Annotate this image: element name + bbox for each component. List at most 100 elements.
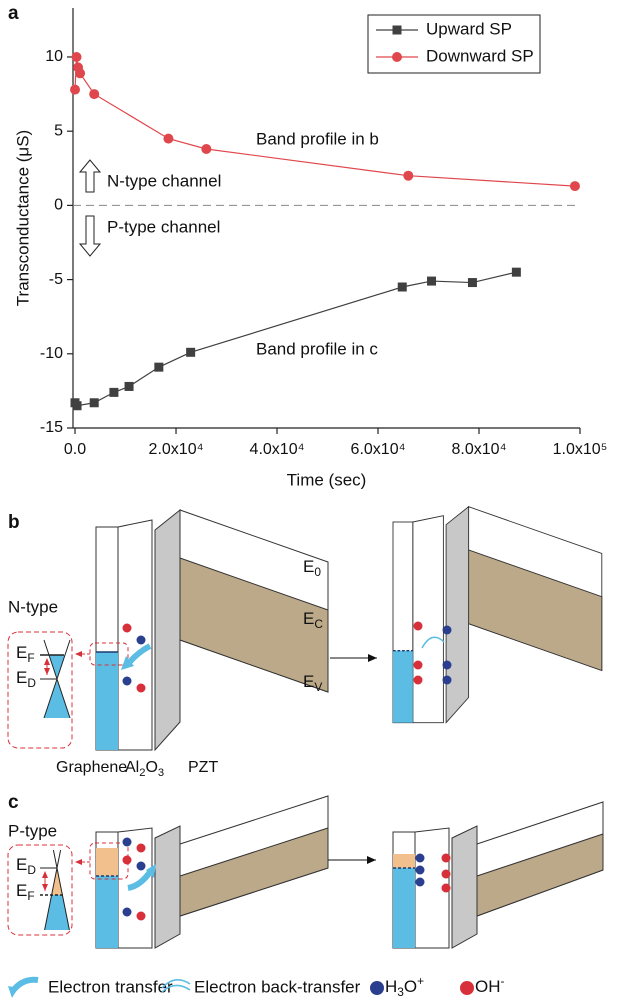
h3o-ion: [136, 861, 146, 871]
y-axis-label: Transconductance (μS): [13, 130, 32, 306]
text-part: E: [16, 643, 27, 662]
h3o-ion: [442, 625, 452, 635]
legend-label: OH-: [475, 974, 505, 996]
annotation: N-type channel: [107, 171, 221, 190]
dirac-label: ED: [16, 855, 36, 877]
panel-label: b: [8, 512, 20, 533]
h3o-ion: [122, 676, 132, 686]
text-part: E: [16, 855, 27, 874]
oh-ion: [122, 623, 132, 633]
x-tick-label: 1.0x10⁵: [553, 441, 608, 458]
marker: [70, 84, 81, 95]
back-transfer-icon: [161, 979, 191, 989]
arrow-up: [78, 159, 102, 193]
doping-label: N-type: [8, 597, 58, 616]
marker: [124, 381, 134, 391]
text-part: 3: [397, 985, 404, 999]
text-part: 3: [158, 767, 164, 779]
back-transfer-arrow: [421, 636, 445, 649]
text-part: F: [27, 889, 34, 903]
legend-label: Downward SP: [426, 46, 534, 65]
h3o-ion: [122, 907, 132, 917]
oh-ion: [136, 843, 146, 853]
marker: [397, 282, 407, 292]
marker: [467, 278, 477, 288]
legend-label: Electron transfer: [48, 977, 173, 996]
annotation: Band profile in c: [256, 339, 378, 358]
text-part: Al: [125, 759, 139, 776]
text-part: -: [501, 974, 505, 988]
layer-label: Graphene: [56, 759, 127, 776]
text-part: 0: [314, 565, 321, 579]
text-part: E: [303, 557, 314, 576]
cone-fill: [44, 679, 70, 718]
zoom-box: [89, 842, 129, 880]
cone-fill: [44, 895, 70, 930]
band-diagram: [392, 801, 604, 949]
text-part: C: [314, 617, 323, 631]
y-tick-label: 10: [45, 48, 63, 65]
marker: [201, 143, 212, 154]
oh-ion: [413, 660, 423, 670]
h3o-icon: [370, 981, 384, 995]
marker: [511, 267, 521, 277]
y-tick-label: -15: [40, 419, 63, 436]
cone: [44, 849, 62, 931]
text-part: E: [16, 668, 27, 687]
annotation: P-type channel: [107, 217, 220, 236]
marker: [154, 362, 164, 372]
band-label: EV: [303, 672, 322, 694]
arrow-down: [78, 215, 102, 257]
text-part: E: [303, 672, 314, 691]
text-part: D: [27, 676, 36, 690]
text-part: 2: [139, 767, 145, 779]
legend-label: Upward SP: [426, 19, 512, 38]
zoom-box: [89, 642, 129, 666]
h3o-ion: [442, 675, 452, 685]
marker: [427, 276, 437, 286]
panel-label: c: [8, 792, 19, 813]
transfer-arrow: [146, 864, 156, 878]
oh-ion: [441, 853, 451, 863]
marker: [163, 133, 174, 144]
marker: [186, 347, 196, 357]
h3o-ion: [136, 635, 146, 645]
marker: [89, 89, 100, 100]
h3o-ion: [415, 865, 425, 875]
x-tick-label: 0.0: [64, 441, 86, 458]
oh-ion: [136, 911, 146, 921]
oh-ion: [413, 675, 423, 685]
diagram-legend: Electron transfer Electron back-transfer…: [8, 974, 505, 999]
marker: [403, 170, 414, 181]
text-part: PZT: [188, 759, 218, 776]
marker: [71, 51, 82, 62]
fermi-label: EF: [16, 643, 35, 665]
band-diagram: [95, 795, 329, 949]
x-tick-label: 2.0x10⁴: [149, 441, 204, 458]
layer-label: PZT: [188, 759, 218, 776]
fermi-label: EF: [16, 881, 35, 903]
legend-marker: [392, 25, 402, 35]
legend-marker: [392, 52, 402, 62]
oh-ion: [122, 855, 132, 865]
text-part: Graphene: [56, 759, 127, 776]
text-part: +: [417, 974, 424, 988]
cone: [52, 849, 70, 931]
band-diagram: [95, 508, 329, 752]
h3o-ion: [415, 853, 425, 863]
text-part: E: [16, 881, 27, 900]
panel-c: c P-type ED EF: [7, 792, 604, 949]
doping-label: P-type: [8, 821, 57, 840]
band-diagram: [392, 505, 603, 724]
cone-fill: [51, 868, 63, 895]
y-tick-label: -10: [40, 345, 63, 362]
layer-label: Al2O3: [125, 759, 164, 779]
h3o-ion: [442, 660, 452, 670]
x-tick-label: 6.0x10⁴: [351, 441, 406, 458]
legend-label: H3O+: [385, 974, 424, 999]
marker: [109, 387, 119, 397]
marker: [89, 398, 99, 408]
x-tick-label: 8.0x10⁴: [452, 441, 507, 458]
y-tick-label: -5: [49, 271, 63, 288]
